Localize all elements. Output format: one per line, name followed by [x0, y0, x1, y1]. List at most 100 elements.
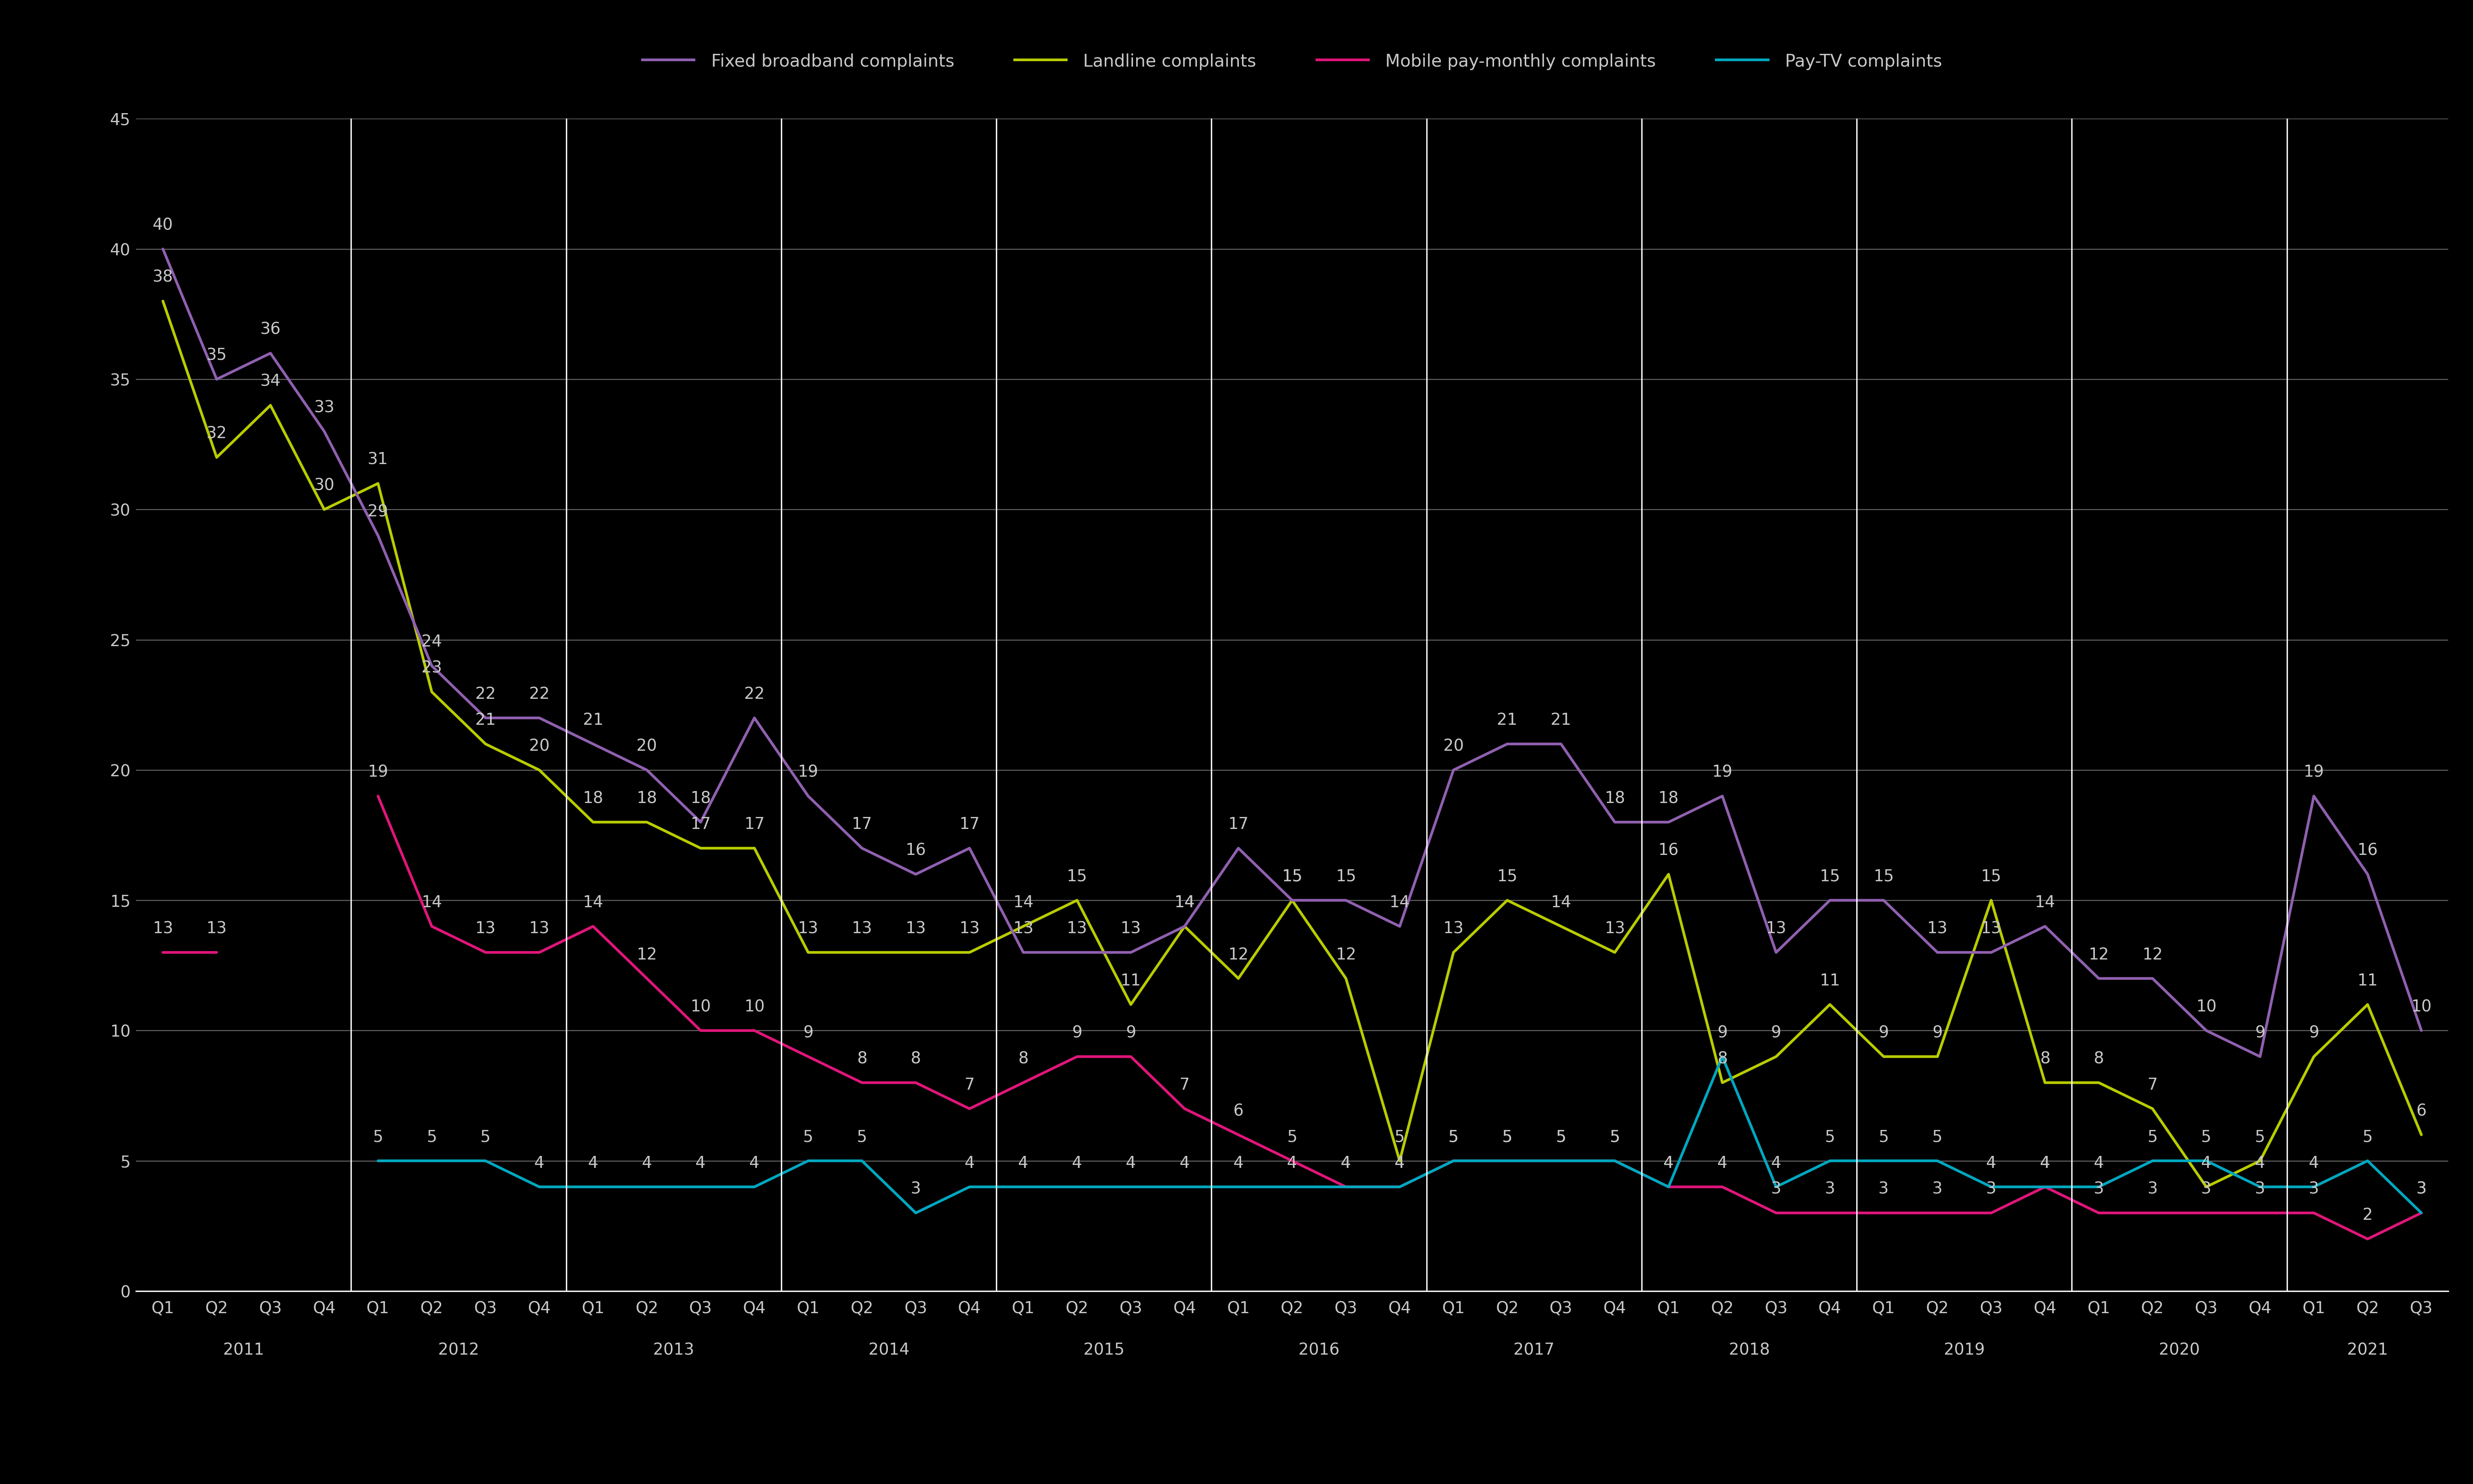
Text: 12: 12	[2142, 947, 2164, 963]
Text: 4: 4	[641, 1155, 653, 1171]
Text: 10: 10	[2196, 999, 2216, 1015]
Text: 17: 17	[690, 816, 710, 833]
Text: 3: 3	[2416, 1181, 2426, 1198]
Text: 9: 9	[1931, 1025, 1941, 1040]
Text: 4: 4	[2095, 1155, 2105, 1171]
Text: 5: 5	[1879, 1129, 1889, 1146]
Text: 2012: 2012	[438, 1342, 480, 1358]
Text: 15: 15	[1875, 868, 1894, 884]
Text: 4: 4	[1234, 1155, 1244, 1171]
Text: 15: 15	[1281, 868, 1303, 884]
Text: 4: 4	[589, 1155, 598, 1171]
Text: 33: 33	[314, 399, 334, 416]
Text: 4: 4	[1340, 1155, 1350, 1171]
Text: 4: 4	[1071, 1155, 1083, 1171]
Text: 2020: 2020	[2159, 1342, 2201, 1358]
Text: 31: 31	[368, 451, 388, 467]
Text: 4: 4	[749, 1155, 759, 1171]
Text: 8: 8	[2095, 1051, 2105, 1067]
Text: 17: 17	[960, 816, 979, 833]
Text: 11: 11	[1120, 972, 1140, 988]
Text: 13: 13	[905, 920, 925, 936]
Text: 5: 5	[1501, 1129, 1513, 1146]
Text: 8: 8	[910, 1051, 920, 1067]
Text: 30: 30	[314, 478, 334, 494]
Text: 14: 14	[1390, 895, 1410, 911]
Text: 4: 4	[2310, 1155, 2320, 1171]
Text: 4: 4	[1340, 1155, 1350, 1171]
Text: 21: 21	[584, 712, 603, 729]
Text: 18: 18	[1659, 791, 1679, 806]
Text: 22: 22	[744, 686, 764, 702]
Text: 9: 9	[1071, 1025, 1083, 1040]
Text: 16: 16	[2357, 843, 2379, 859]
Text: 4: 4	[695, 1155, 705, 1171]
Text: 2: 2	[2362, 1206, 2372, 1223]
Text: 9: 9	[2310, 1025, 2320, 1040]
Text: 5: 5	[2147, 1129, 2156, 1146]
Text: 3: 3	[910, 1181, 920, 1198]
Text: 19: 19	[799, 764, 819, 781]
Text: 4: 4	[1664, 1155, 1674, 1171]
Text: 3: 3	[2147, 1181, 2156, 1198]
Text: 15: 15	[1496, 868, 1518, 884]
Text: 4: 4	[2201, 1155, 2211, 1171]
Text: 4: 4	[1986, 1155, 1996, 1171]
Text: 4: 4	[964, 1155, 974, 1171]
Text: 4: 4	[1716, 1155, 1729, 1171]
Text: 24: 24	[420, 634, 443, 650]
Text: 9: 9	[1125, 1025, 1135, 1040]
Text: 5: 5	[1395, 1129, 1405, 1146]
Text: 2021: 2021	[2347, 1342, 2389, 1358]
Text: 20: 20	[636, 738, 658, 754]
Text: 3: 3	[2416, 1181, 2426, 1198]
Text: 5: 5	[2362, 1129, 2372, 1146]
Text: 19: 19	[368, 764, 388, 781]
Text: 5: 5	[1610, 1129, 1620, 1146]
Text: 5: 5	[1449, 1129, 1459, 1146]
Text: 11: 11	[2357, 972, 2379, 988]
Text: 21: 21	[475, 712, 495, 729]
Text: 4: 4	[1771, 1155, 1781, 1171]
Text: 22: 22	[529, 686, 549, 702]
Text: 14: 14	[1551, 895, 1570, 911]
Text: 3: 3	[1986, 1181, 1996, 1198]
Text: 5: 5	[373, 1129, 383, 1146]
Text: 3: 3	[1931, 1181, 1944, 1198]
Text: 4: 4	[2040, 1155, 2050, 1171]
Text: 5: 5	[1501, 1129, 1513, 1146]
Text: 5: 5	[428, 1129, 438, 1146]
Text: 18: 18	[584, 791, 603, 806]
Text: 4: 4	[2040, 1155, 2050, 1171]
Text: 5: 5	[804, 1129, 814, 1146]
Text: 14: 14	[2035, 895, 2055, 911]
Text: 36: 36	[260, 322, 282, 337]
Text: 10: 10	[690, 999, 710, 1015]
Text: 18: 18	[1605, 791, 1625, 806]
Text: 14: 14	[1014, 895, 1034, 911]
Text: 32: 32	[205, 426, 228, 442]
Text: 21: 21	[1551, 712, 1570, 729]
Text: 13: 13	[1120, 920, 1140, 936]
Text: 12: 12	[2090, 947, 2109, 963]
Text: 40: 40	[153, 217, 173, 233]
Text: 15: 15	[1281, 868, 1303, 884]
Text: 12: 12	[636, 947, 658, 963]
Text: 8: 8	[1019, 1051, 1029, 1067]
Text: 4: 4	[1019, 1155, 1029, 1171]
Text: 5: 5	[856, 1129, 868, 1146]
Text: 5: 5	[2201, 1129, 2211, 1146]
Text: 34: 34	[260, 374, 282, 390]
Text: 20: 20	[1444, 738, 1464, 754]
Text: 9: 9	[804, 1025, 814, 1040]
Text: 7: 7	[2147, 1077, 2156, 1094]
Text: 2015: 2015	[1083, 1342, 1125, 1358]
Text: 4: 4	[2255, 1155, 2265, 1171]
Text: 22: 22	[475, 686, 495, 702]
Text: 17: 17	[851, 816, 873, 833]
Text: 11: 11	[1820, 972, 1840, 988]
Text: 3: 3	[2201, 1181, 2211, 1198]
Text: 5: 5	[1449, 1129, 1459, 1146]
Text: 2018: 2018	[1729, 1342, 1771, 1358]
Text: 13: 13	[1926, 920, 1949, 936]
